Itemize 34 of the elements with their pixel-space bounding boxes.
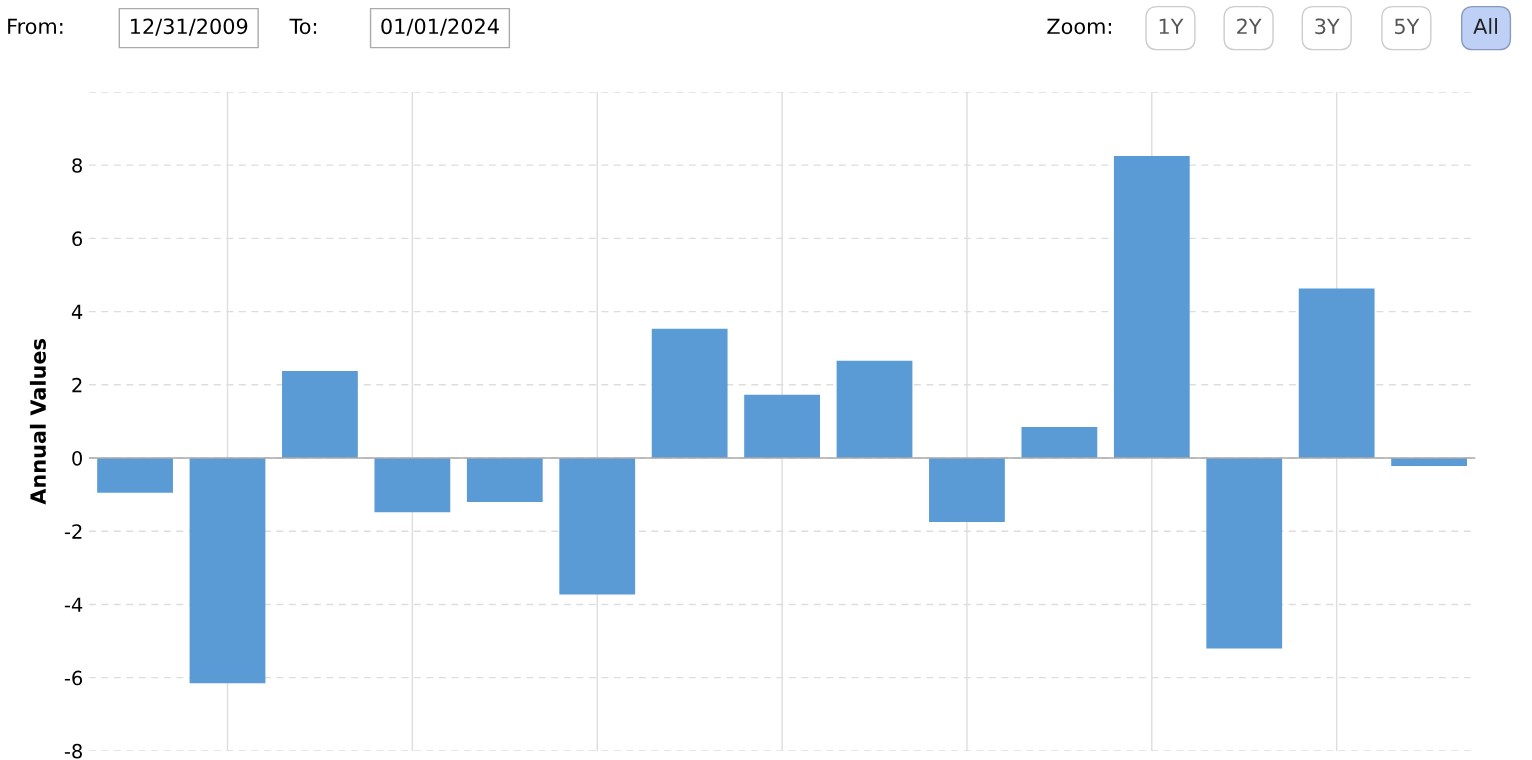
y-axis-title: Annual Values xyxy=(29,339,46,505)
text: Zoom: xyxy=(1047,18,1111,35)
bar xyxy=(189,458,266,684)
text: 5Y xyxy=(1394,18,1420,35)
y-tick-label: 8 xyxy=(72,158,82,173)
y-tick-label: -2 xyxy=(64,524,82,539)
y-tick-label: 0 xyxy=(72,450,83,466)
bar xyxy=(651,328,728,459)
text: To: xyxy=(289,18,317,35)
text: 01/01/2024 xyxy=(381,18,499,36)
bar xyxy=(1113,156,1190,459)
y-tick-label: 2 xyxy=(72,377,82,393)
bar xyxy=(1206,458,1283,649)
y-tick-label: 6 xyxy=(72,231,83,247)
bar xyxy=(97,458,173,493)
text: 1Y xyxy=(1159,18,1184,34)
bar xyxy=(1298,288,1375,459)
y-tick-label: -8 xyxy=(64,743,82,759)
text: From: xyxy=(8,18,63,35)
y-tick-label: -6 xyxy=(64,670,83,686)
y-tick-label: 4 xyxy=(71,304,83,319)
text: 12/31/2009 xyxy=(130,18,248,36)
text: 3Y xyxy=(1315,18,1340,35)
text: 2Y xyxy=(1237,18,1262,34)
bar xyxy=(744,394,820,459)
bar xyxy=(466,458,543,502)
bar xyxy=(559,458,636,595)
bar xyxy=(836,360,913,459)
bar xyxy=(374,458,451,513)
text: All xyxy=(1473,18,1497,34)
bar xyxy=(1021,426,1098,459)
bar xyxy=(929,458,1005,523)
y-tick-label: -4 xyxy=(64,597,83,612)
bar xyxy=(282,370,358,459)
